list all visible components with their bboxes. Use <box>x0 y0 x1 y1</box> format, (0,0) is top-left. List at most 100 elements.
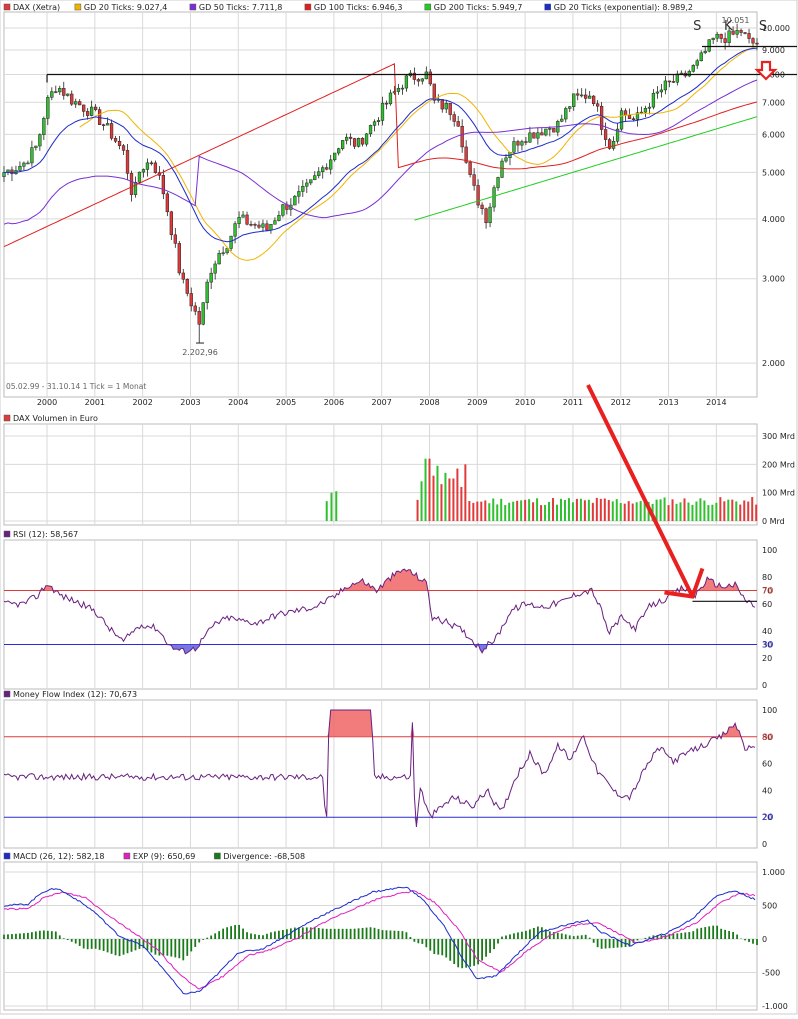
candle-body <box>70 94 73 104</box>
x-tick-label: 2013 <box>658 398 678 407</box>
candle-body <box>86 111 89 115</box>
candle-body <box>218 253 221 264</box>
candle-body <box>477 185 480 205</box>
rsi-y-tick-label: 60 <box>762 600 772 609</box>
volume-bar <box>711 505 713 521</box>
divergence-bar <box>625 939 627 947</box>
divergence-bar <box>557 933 559 939</box>
divergence-bar <box>692 931 694 939</box>
x-tick-label: 2012 <box>611 398 631 407</box>
volume-bar <box>540 505 542 521</box>
candle-body <box>525 142 528 143</box>
mfi-overbought-area <box>4 710 755 737</box>
price-y-tick-label: 6.000 <box>762 130 785 139</box>
divergence-bar <box>47 931 49 939</box>
macd-y-tick-label: 0 <box>762 935 767 944</box>
candle-body <box>42 118 45 134</box>
divergence-bar <box>119 939 121 956</box>
divergence-bar <box>541 927 543 939</box>
divergence-bar <box>75 939 77 944</box>
divergence-bar <box>286 929 288 939</box>
volume-bar <box>421 481 423 521</box>
price-y-tick-label: 4.000 <box>762 215 785 224</box>
legend-swatch <box>545 4 551 10</box>
divergence-bar <box>182 939 184 960</box>
candle-body <box>23 163 26 166</box>
divergence-bar <box>593 939 595 943</box>
divergence-bar <box>318 928 320 939</box>
divergence-bar <box>700 928 702 939</box>
divergence-bar <box>589 938 591 939</box>
candle-body <box>170 212 173 235</box>
divergence-bar <box>569 935 571 939</box>
divergence-bar <box>206 938 208 939</box>
candle-body <box>457 121 460 126</box>
candle-body <box>365 134 368 144</box>
price-y-tick-label: 3.000 <box>762 275 785 284</box>
candle-body <box>62 88 65 95</box>
candle-body <box>664 81 667 90</box>
candle-body <box>752 39 755 44</box>
divergence-bar <box>147 939 149 950</box>
macd-line <box>4 887 755 994</box>
volume-bar <box>743 500 745 521</box>
divergence-bar <box>338 929 340 939</box>
candle-body <box>174 235 177 244</box>
divergence-bar <box>346 929 348 939</box>
divergence-bar <box>378 929 380 939</box>
volume-bar <box>676 504 678 521</box>
candle-body <box>254 224 257 225</box>
divergence-bar <box>83 939 85 948</box>
divergence-bar <box>358 928 360 939</box>
candle-body <box>740 30 743 32</box>
divergence-bar <box>19 933 21 939</box>
volume-bar <box>448 479 450 522</box>
candle-body <box>592 96 595 104</box>
candle-body <box>660 90 663 92</box>
volume-bar <box>476 502 478 521</box>
divergence-bar <box>441 939 443 955</box>
divergence-bar <box>55 932 57 939</box>
divergence-bar <box>756 939 758 945</box>
divergence-bar <box>521 932 523 939</box>
divergence-bar <box>481 939 483 961</box>
volume-bar <box>568 498 570 521</box>
candle-body <box>481 205 484 209</box>
divergence-bar <box>274 931 276 939</box>
candle-body <box>493 188 496 207</box>
divergence-bar <box>394 931 396 939</box>
candle-body <box>385 103 388 104</box>
candle-body <box>572 94 575 107</box>
candle-body <box>596 104 599 106</box>
divergence-bar <box>696 929 698 939</box>
candle-body <box>31 148 34 163</box>
candle-body <box>672 81 675 82</box>
divergence-bar <box>7 934 9 939</box>
divergence-bar <box>433 939 435 954</box>
macd-panel <box>3 887 758 994</box>
divergence-bar <box>330 929 332 939</box>
divergence-bar <box>362 928 364 939</box>
candle-body <box>258 225 261 227</box>
divergence-bar <box>601 939 603 949</box>
legend-label: GD 200 Ticks: 5.949,7 <box>434 3 523 12</box>
legend-swatch <box>4 691 10 697</box>
candle-body <box>38 135 41 146</box>
divergence-bar <box>728 931 730 939</box>
divergence-bar <box>238 925 240 939</box>
divergence-bar <box>398 931 400 939</box>
volume-bar <box>512 502 514 521</box>
divergence-bar <box>505 936 507 939</box>
candle-body <box>94 107 97 110</box>
legend-label: EXP (9): 650,69 <box>133 852 195 861</box>
volume-bar <box>624 504 626 521</box>
volume-bar <box>460 487 462 521</box>
price-y-tick-label: 5.000 <box>762 168 785 177</box>
volume-bar <box>572 502 574 521</box>
rsi-panel <box>4 569 757 654</box>
candle-body <box>560 119 563 121</box>
divergence-bar <box>680 933 682 939</box>
legend-label: GD 20 Ticks: 9.027,4 <box>84 3 167 12</box>
price-frame <box>4 12 757 397</box>
